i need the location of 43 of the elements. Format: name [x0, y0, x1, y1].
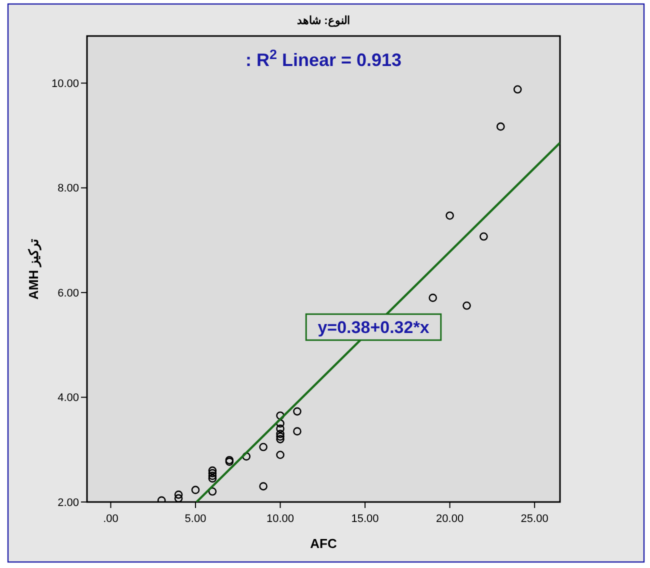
x-tick-label: 10.00 — [266, 513, 294, 525]
annotation: y=0.38+0.32*x — [318, 318, 430, 338]
y-tick-label: 4.00 — [58, 392, 79, 404]
point — [208, 472, 217, 480]
point — [446, 211, 454, 220]
y-tick-label: 6.00 — [58, 287, 79, 300]
point — [276, 435, 284, 444]
point — [276, 424, 284, 433]
point — [462, 302, 471, 310]
point — [259, 442, 268, 452]
point — [276, 411, 284, 420]
y-tick-label: 10.00 — [51, 78, 79, 90]
point — [225, 456, 234, 464]
chart-title: النوع: شاهد — [297, 15, 350, 27]
x-axis-title: AFC — [310, 536, 338, 551]
point — [513, 85, 522, 94]
x-tick-label: 20.00 — [436, 513, 464, 525]
point — [276, 430, 284, 438]
x-tick-label: 15.00 — [351, 513, 379, 525]
point — [208, 469, 217, 478]
point — [276, 450, 284, 460]
point — [242, 452, 251, 461]
point — [191, 486, 200, 494]
y-tick-label: 2.00 — [58, 496, 79, 509]
point — [496, 122, 505, 131]
point — [276, 432, 284, 441]
x-tick-label: 25.00 — [520, 513, 548, 525]
point — [174, 494, 183, 502]
point — [208, 474, 217, 483]
point — [259, 482, 268, 490]
point — [225, 458, 234, 466]
point — [208, 466, 217, 475]
point — [480, 232, 488, 241]
y-tick-label: 8.00 — [58, 182, 79, 195]
annotation: : R$^{2}$ Linear = 0.913 — [245, 46, 402, 70]
point — [293, 407, 302, 416]
point — [174, 490, 183, 499]
point — [293, 427, 302, 436]
x-tick-label: 5.00 — [184, 513, 206, 525]
point — [428, 294, 437, 302]
point — [208, 487, 217, 496]
x-tick-label: .00 — [103, 513, 118, 525]
y-axis-title: تركيز AMH — [26, 238, 42, 300]
